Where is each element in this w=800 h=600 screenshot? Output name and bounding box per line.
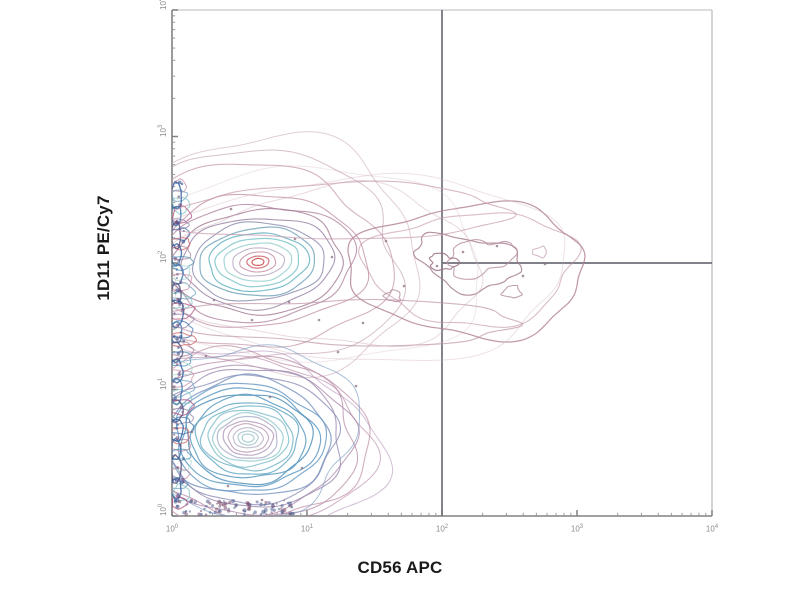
x-tick-label: 102 <box>435 524 449 534</box>
x-tick-label: 103 <box>570 524 584 534</box>
x-tick-label: 101 <box>300 524 314 534</box>
x-tick-label: 104 <box>705 524 719 534</box>
quadrant-gate-lines <box>441 10 712 516</box>
x-axis-title: CD56 APC <box>357 558 443 577</box>
density-contours <box>172 131 586 516</box>
x-tick-label: 100 <box>165 524 179 534</box>
